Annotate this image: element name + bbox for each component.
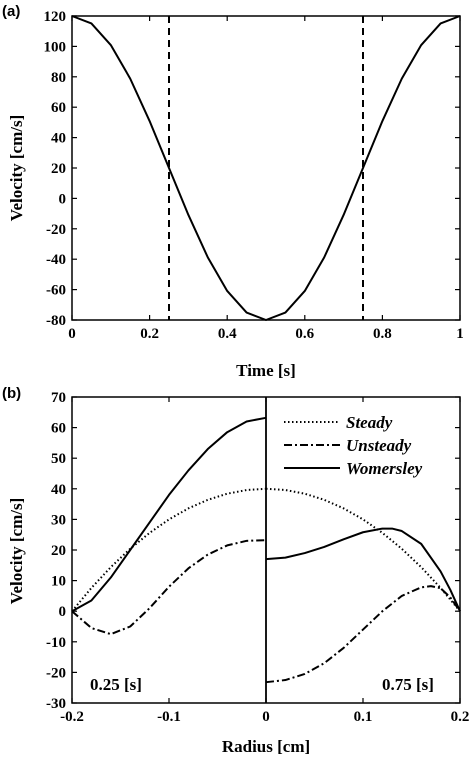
legend-label-steady: Steady: [346, 413, 393, 432]
y-tick-label: -20: [46, 222, 66, 238]
y-tick-label: -30: [46, 696, 66, 712]
x-tick-label: 0.1: [354, 709, 373, 725]
annotation-left-time: 0.25 [s]: [90, 675, 142, 694]
series-line-steady-0: [71, 487, 267, 612]
y-tick-label: 0: [59, 604, 67, 620]
y-tick-label: 50: [51, 451, 66, 467]
panel-a-xlabel: Time [s]: [236, 361, 296, 380]
y-tick-label: -10: [46, 635, 66, 651]
panel-a-ylabel: Velocity [cm/s]: [7, 115, 26, 222]
y-tick-label: 60: [51, 421, 66, 437]
x-tick-label: 0.8: [373, 326, 392, 342]
y-tick-label: -20: [46, 665, 66, 681]
y-tick-label: -60: [46, 283, 66, 299]
x-tick-label: 0: [262, 709, 270, 725]
x-tick-label: 1: [456, 326, 464, 342]
y-tick-label: 60: [51, 100, 66, 116]
y-tick-label: -80: [46, 313, 66, 329]
x-tick-label: 0.6: [295, 326, 314, 342]
plot-frame: [71, 15, 461, 321]
annotation-right-time: 0.75 [s]: [382, 675, 434, 694]
legend-label-womersley: Womersley: [346, 459, 423, 478]
y-tick-label: 10: [51, 574, 66, 590]
legend: Steady Unsteady Womersley: [284, 413, 423, 478]
y-tick-label: 40: [51, 482, 66, 498]
series-line-velocity-0: [71, 15, 461, 321]
y-tick-label: 40: [51, 131, 66, 147]
y-tick-label: 20: [51, 543, 66, 559]
panel-a-label: (a): [2, 3, 20, 20]
panel-b-label: (b): [2, 385, 21, 402]
x-tick-label: 0: [68, 326, 76, 342]
y-tick-label: -40: [46, 252, 66, 268]
series-line-unsteady-1: [71, 539, 267, 636]
y-tick-label: 100: [44, 39, 67, 55]
series-line-steady-3: [265, 487, 461, 612]
x-tick-label: 0.4: [218, 326, 237, 342]
panel-b-xlabel: Radius [cm]: [222, 737, 310, 756]
x-tick-label: -0.1: [157, 709, 181, 725]
x-tick-label: -0.2: [60, 709, 84, 725]
panel-b-plot: -0.2 -0.1 0 0.1 0.2 -30 -20 -10 0 10 20 30 40 50 60 70: [46, 390, 469, 725]
legend-label-unsteady: Unsteady: [346, 436, 412, 455]
panel-a-plot: 0 0.2 0.4 0.6 0.8 1 -80 -60 -40 -20 0 20 40 60 80 100 12…: [44, 9, 464, 342]
x-tick-label: 0.2: [140, 326, 159, 342]
y-tick-label: 80: [51, 70, 66, 86]
series-line-womersley-5: [265, 527, 461, 612]
y-tick-label: 0: [59, 191, 67, 207]
series-line-womersley-2: [71, 416, 267, 613]
y-tick-label: 30: [51, 512, 66, 528]
series-line-unsteady-4: [265, 585, 461, 684]
y-tick-label: 120: [44, 9, 67, 25]
y-tick-label: 70: [51, 390, 66, 406]
x-tick-label: 0.2: [451, 709, 470, 725]
panel-b-ylabel: Velocity [cm/s]: [7, 498, 26, 605]
y-tick-label: 20: [51, 161, 66, 177]
